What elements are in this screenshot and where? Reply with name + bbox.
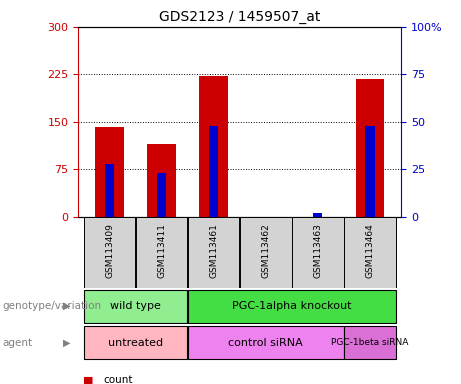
FancyBboxPatch shape	[292, 217, 343, 288]
FancyBboxPatch shape	[84, 217, 136, 288]
Text: ▶: ▶	[63, 301, 71, 311]
FancyBboxPatch shape	[136, 217, 188, 288]
FancyBboxPatch shape	[344, 217, 396, 288]
Bar	[148, 144, 176, 217]
Title: GDS2123 / 1459507_at: GDS2123 / 1459507_at	[159, 10, 320, 25]
Text: wild type: wild type	[110, 301, 161, 311]
Bar	[95, 127, 124, 217]
FancyBboxPatch shape	[188, 326, 343, 359]
Text: ■: ■	[83, 375, 94, 384]
FancyBboxPatch shape	[188, 290, 396, 323]
Bar	[200, 76, 228, 217]
Text: GSM113461: GSM113461	[209, 223, 218, 278]
Bar	[157, 173, 166, 217]
Text: GSM113464: GSM113464	[365, 224, 374, 278]
Bar	[355, 79, 384, 217]
Text: GSM113411: GSM113411	[157, 223, 166, 278]
FancyBboxPatch shape	[188, 217, 239, 288]
Text: GSM113463: GSM113463	[313, 223, 322, 278]
Bar	[105, 164, 114, 217]
FancyBboxPatch shape	[84, 326, 188, 359]
FancyBboxPatch shape	[240, 217, 291, 288]
Text: count: count	[104, 375, 133, 384]
Bar	[365, 126, 374, 217]
Text: PGC-1alpha knockout: PGC-1alpha knockout	[232, 301, 352, 311]
FancyBboxPatch shape	[84, 290, 188, 323]
Bar	[209, 126, 219, 217]
Text: untreated: untreated	[108, 338, 163, 348]
Text: ▶: ▶	[63, 338, 71, 348]
Text: agent: agent	[2, 338, 32, 348]
Text: GSM113409: GSM113409	[105, 223, 114, 278]
Bar	[313, 213, 323, 217]
Text: genotype/variation: genotype/variation	[2, 301, 101, 311]
Text: PGC-1beta siRNA: PGC-1beta siRNA	[331, 338, 408, 347]
FancyBboxPatch shape	[344, 326, 396, 359]
Text: GSM113462: GSM113462	[261, 224, 270, 278]
Text: control siRNA: control siRNA	[228, 338, 303, 348]
